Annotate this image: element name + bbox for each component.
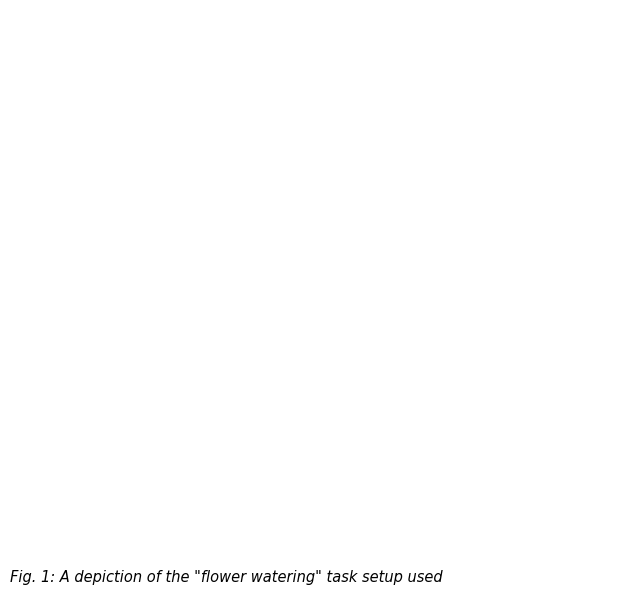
Text: Fig. 1: A depiction of the "flower watering" task setup used: Fig. 1: A depiction of the "flower water… (10, 570, 442, 585)
Text: [Image not found]: [Image not found] (232, 269, 408, 289)
